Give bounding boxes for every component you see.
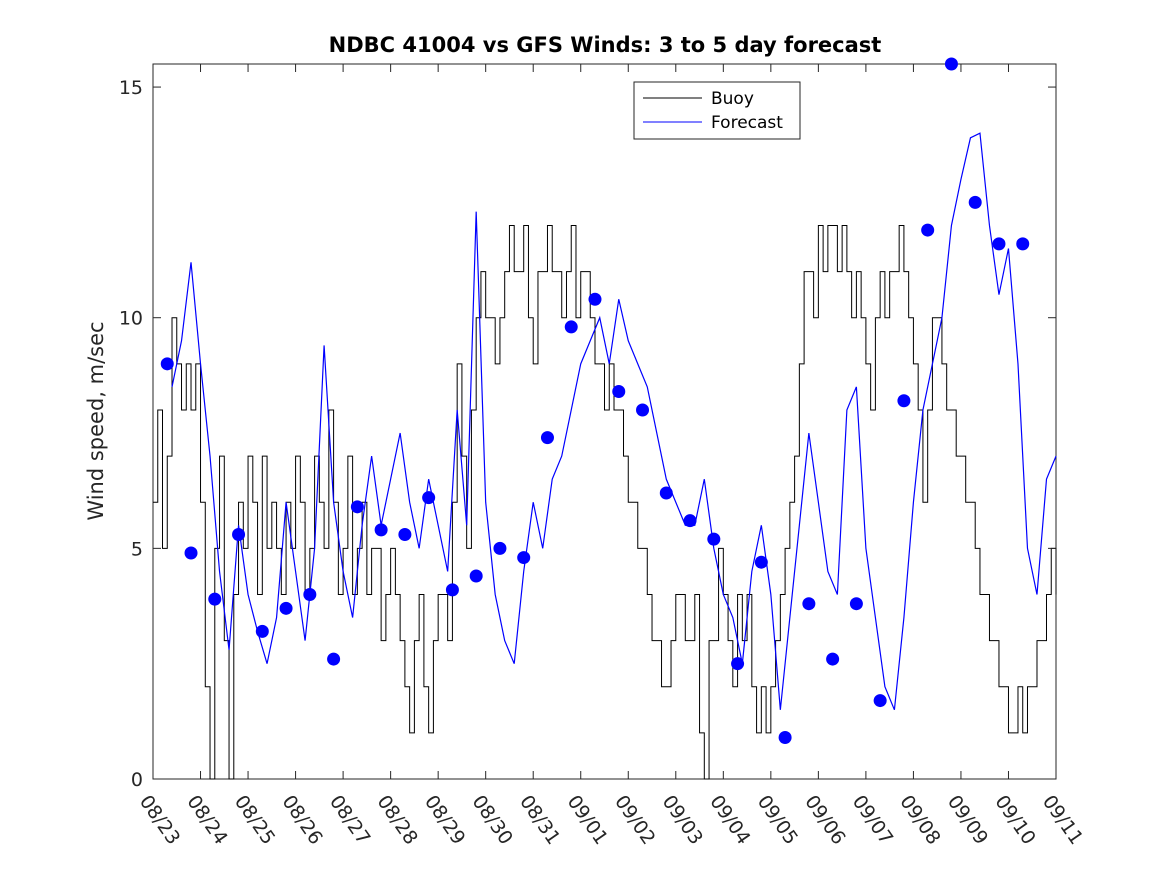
y-axis-label: Wind speed, m/sec bbox=[84, 321, 108, 520]
legend-box bbox=[633, 81, 801, 140]
forecast-marker bbox=[493, 541, 507, 555]
y-tick-label: 15 bbox=[119, 77, 143, 99]
forecast-marker bbox=[540, 431, 554, 445]
plot-area bbox=[152, 57, 1057, 780]
forecast-marker bbox=[184, 546, 198, 560]
forecast-marker bbox=[636, 403, 650, 417]
forecast-marker bbox=[731, 657, 745, 671]
forecast-marker bbox=[778, 730, 792, 744]
y-tick-label: 10 bbox=[119, 308, 143, 330]
legend: Buoy Forecast bbox=[633, 81, 801, 140]
forecast-marker bbox=[612, 385, 626, 399]
forecast-marker bbox=[327, 652, 341, 666]
forecast-marker bbox=[422, 491, 436, 505]
forecast-marker bbox=[707, 532, 721, 546]
buoy-series-line bbox=[153, 224, 1057, 780]
forecast-marker bbox=[208, 592, 222, 606]
forecast-marker bbox=[897, 394, 911, 408]
forecast-series-line bbox=[171, 132, 1057, 711]
forecast-marker bbox=[921, 223, 935, 237]
y-tick-label: 0 bbox=[131, 769, 143, 791]
forecast-marker bbox=[659, 486, 673, 500]
forecast-marker bbox=[303, 587, 317, 601]
forecast-marker bbox=[469, 569, 483, 583]
forecast-marker bbox=[992, 237, 1006, 251]
legend-forecast-label: Forecast bbox=[711, 113, 783, 133]
forecast-marker bbox=[873, 694, 887, 708]
forecast-marker bbox=[445, 583, 459, 597]
y-axis: 0 5 10 15 bbox=[119, 77, 1056, 791]
forecast-marker bbox=[683, 514, 697, 528]
forecast-marker bbox=[1016, 237, 1030, 251]
marker-layer bbox=[160, 57, 1030, 744]
forecast-marker bbox=[255, 624, 269, 638]
chart-title: NDBC 41004 vs GFS Winds: 3 to 5 day fore… bbox=[329, 33, 882, 57]
forecast-marker bbox=[944, 57, 958, 71]
forecast-marker bbox=[232, 528, 246, 542]
forecast-marker bbox=[374, 523, 388, 537]
forecast-marker bbox=[517, 551, 531, 565]
forecast-marker bbox=[802, 597, 816, 611]
plot-frame bbox=[152, 63, 1057, 780]
forecast-marker bbox=[350, 500, 364, 514]
forecast-marker bbox=[160, 357, 174, 371]
y-tick-label: 5 bbox=[131, 538, 143, 560]
forecast-marker bbox=[588, 292, 602, 306]
legend-buoy-label: Buoy bbox=[711, 89, 754, 109]
forecast-marker bbox=[398, 528, 412, 542]
forecast-marker bbox=[754, 555, 768, 569]
forecast-marker bbox=[968, 195, 982, 209]
forecast-marker bbox=[849, 597, 863, 611]
forecast-marker bbox=[826, 652, 840, 666]
forecast-marker bbox=[564, 320, 578, 334]
forecast-marker bbox=[279, 601, 293, 615]
series-layer bbox=[153, 132, 1057, 780]
